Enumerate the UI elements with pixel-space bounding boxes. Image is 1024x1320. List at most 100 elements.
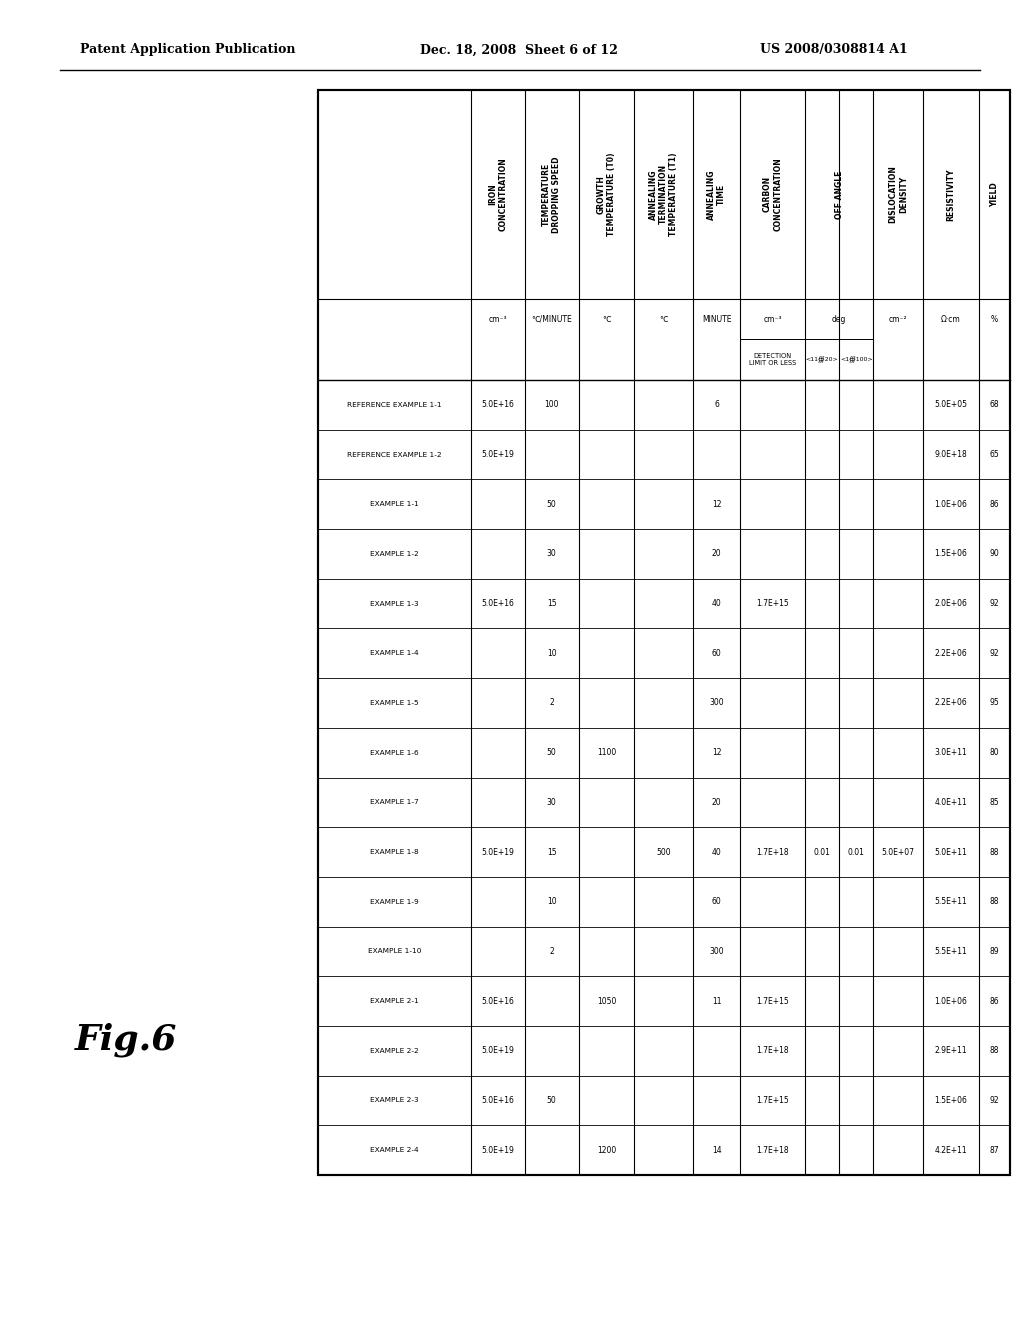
Text: 14: 14 — [712, 1146, 721, 1155]
Text: 50: 50 — [547, 748, 556, 758]
Text: 20: 20 — [712, 549, 721, 558]
Text: 40: 40 — [712, 847, 722, 857]
Text: 5.0E+19: 5.0E+19 — [481, 450, 514, 459]
Text: MINUTE: MINUTE — [701, 314, 731, 323]
Text: OFF ANGLE: OFF ANGLE — [835, 170, 844, 219]
Text: 300: 300 — [710, 698, 724, 708]
Text: 86: 86 — [989, 997, 999, 1006]
Text: TEMPERATURE
DROPPING SPEED: TEMPERATURE DROPPING SPEED — [542, 156, 561, 232]
Text: 3.0E+11: 3.0E+11 — [934, 748, 967, 758]
Text: EXAMPLE 2-1: EXAMPLE 2-1 — [370, 998, 419, 1005]
Text: 88: 88 — [989, 1047, 999, 1055]
Text: Fig.6: Fig.6 — [75, 1023, 177, 1057]
Text: deg: deg — [833, 314, 847, 323]
Text: US 2008/0308814 A1: US 2008/0308814 A1 — [760, 44, 907, 57]
Text: 92: 92 — [989, 1096, 999, 1105]
Text: Ω·cm: Ω·cm — [941, 314, 961, 323]
Text: 5.0E+11: 5.0E+11 — [934, 847, 967, 857]
Bar — [318, 90, 1010, 1175]
Text: GROWTH
TEMPERATURE (T0): GROWTH TEMPERATURE (T0) — [597, 153, 616, 236]
Text: ANNEALING
TERMINATION
TEMPERATURE (T1): ANNEALING TERMINATION TEMPERATURE (T1) — [648, 153, 679, 236]
Text: 85: 85 — [989, 797, 999, 807]
Text: 1.7E+18: 1.7E+18 — [757, 1047, 790, 1055]
Text: 10: 10 — [547, 649, 556, 657]
Text: 100: 100 — [545, 400, 559, 409]
Text: 68: 68 — [989, 400, 999, 409]
Text: 1.7E+15: 1.7E+15 — [757, 1096, 790, 1105]
Text: 15: 15 — [547, 847, 556, 857]
Text: 1.7E+18: 1.7E+18 — [757, 847, 790, 857]
Text: 5.0E+19: 5.0E+19 — [481, 1146, 514, 1155]
Text: 5.0E+16: 5.0E+16 — [481, 400, 514, 409]
Text: EXAMPLE 1-4: EXAMPLE 1-4 — [370, 651, 419, 656]
Text: 300: 300 — [710, 946, 724, 956]
Text: 1100: 1100 — [597, 748, 616, 758]
Text: REFERENCE EXAMPLE 1-1: REFERENCE EXAMPLE 1-1 — [347, 401, 441, 408]
Text: 95: 95 — [989, 698, 999, 708]
Text: 12: 12 — [712, 500, 721, 508]
Text: 2.2E+06: 2.2E+06 — [934, 649, 967, 657]
Text: 5.0E+19: 5.0E+19 — [481, 847, 514, 857]
Text: CARBON
CONCENTRATION: CARBON CONCENTRATION — [763, 157, 782, 231]
Text: 4.2E+11: 4.2E+11 — [934, 1146, 967, 1155]
Text: 1200: 1200 — [597, 1146, 616, 1155]
Text: RESISTIVITY: RESISTIVITY — [946, 168, 955, 220]
Text: 92: 92 — [989, 599, 999, 609]
Text: 2.0E+06: 2.0E+06 — [934, 599, 967, 609]
Text: 12: 12 — [712, 748, 721, 758]
Text: 92: 92 — [989, 649, 999, 657]
Text: 88: 88 — [989, 898, 999, 907]
Text: 1.7E+15: 1.7E+15 — [757, 997, 790, 1006]
Text: 500: 500 — [656, 847, 671, 857]
Text: 86: 86 — [989, 500, 999, 508]
Text: 5.5E+11: 5.5E+11 — [934, 946, 967, 956]
Text: 80: 80 — [989, 748, 999, 758]
Text: 1.0E+06: 1.0E+06 — [934, 500, 967, 508]
Text: EXAMPLE 1-10: EXAMPLE 1-10 — [368, 948, 421, 954]
Text: 5.0E+16: 5.0E+16 — [481, 1096, 514, 1105]
Text: 90: 90 — [989, 549, 999, 558]
Text: EXAMPLE 1-7: EXAMPLE 1-7 — [370, 800, 419, 805]
Text: cm⁻³: cm⁻³ — [764, 314, 782, 323]
Text: 88: 88 — [989, 847, 999, 857]
Text: EXAMPLE 2-3: EXAMPLE 2-3 — [370, 1097, 419, 1104]
Text: 6: 6 — [714, 400, 719, 409]
Text: Dec. 18, 2008  Sheet 6 of 12: Dec. 18, 2008 Sheet 6 of 12 — [420, 44, 617, 57]
Text: 9.0E+18: 9.0E+18 — [934, 450, 967, 459]
Text: 0.01: 0.01 — [848, 847, 864, 857]
Text: 50: 50 — [547, 1096, 556, 1105]
Text: 5.5E+11: 5.5E+11 — [934, 898, 967, 907]
Text: 89: 89 — [989, 946, 999, 956]
Text: 2: 2 — [549, 946, 554, 956]
Text: %: % — [990, 314, 997, 323]
Text: 20: 20 — [712, 797, 721, 807]
Text: DISLOCATION
DENSITY: DISLOCATION DENSITY — [889, 165, 908, 223]
Text: 87: 87 — [989, 1146, 999, 1155]
Text: 4.0E+11: 4.0E+11 — [934, 797, 967, 807]
Text: 10: 10 — [547, 898, 556, 907]
Text: 15: 15 — [547, 599, 556, 609]
Text: YIELD: YIELD — [990, 182, 998, 207]
Text: 60: 60 — [712, 898, 722, 907]
Text: DETECTION
LIMIT OR LESS: DETECTION LIMIT OR LESS — [750, 354, 797, 366]
Text: EXAMPLE 1-5: EXAMPLE 1-5 — [370, 700, 419, 706]
Text: 5.0E+05: 5.0E+05 — [934, 400, 968, 409]
Text: EXAMPLE 1-1: EXAMPLE 1-1 — [370, 502, 419, 507]
Text: 5.0E+16: 5.0E+16 — [481, 997, 514, 1006]
Text: ℃: ℃ — [659, 314, 668, 323]
Text: 40: 40 — [712, 599, 722, 609]
Text: ℃: ℃ — [602, 314, 610, 323]
Text: 0.01: 0.01 — [814, 847, 830, 857]
Text: 60: 60 — [712, 649, 722, 657]
Text: 30: 30 — [547, 549, 556, 558]
Text: 2.2E+06: 2.2E+06 — [934, 698, 967, 708]
Bar — [318, 90, 1010, 1175]
Text: 1.5E+06: 1.5E+06 — [934, 549, 967, 558]
Text: IRON
CONCENTRATION: IRON CONCENTRATION — [488, 157, 508, 231]
Text: EXAMPLE 1-9: EXAMPLE 1-9 — [370, 899, 419, 904]
Text: 1.0E+06: 1.0E+06 — [934, 997, 967, 1006]
Text: ℃/MINUTE: ℃/MINUTE — [531, 314, 572, 323]
Text: 30: 30 — [547, 797, 556, 807]
Text: EXAMPLE 1-2: EXAMPLE 1-2 — [370, 550, 419, 557]
Text: <1∰100>: <1∰100> — [840, 356, 872, 363]
